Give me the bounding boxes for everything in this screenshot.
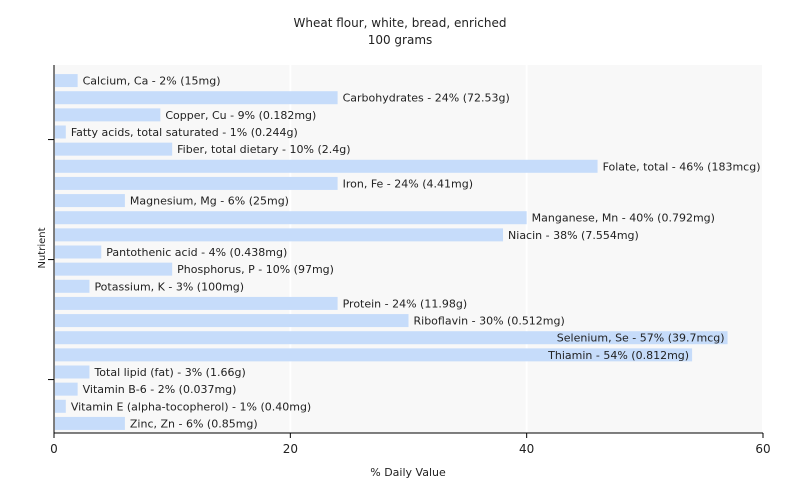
bar	[55, 228, 504, 242]
bar-label: Folate, total - 46% (183mcg)	[603, 160, 761, 173]
bar-label: Niacin - 38% (7.554mg)	[508, 229, 639, 242]
bar	[55, 314, 409, 328]
x-tick-label: 0	[50, 442, 58, 456]
bar	[55, 382, 78, 396]
plot-background	[54, 65, 763, 433]
x-tick-label: 40	[519, 442, 534, 456]
bar-label: Potassium, K - 3% (100mg)	[94, 280, 244, 293]
x-tick-label: 20	[283, 442, 298, 456]
bar-label: Calcium, Ca - 2% (15mg)	[83, 75, 221, 88]
bar	[55, 399, 66, 413]
x-tick-label: 60	[755, 442, 770, 456]
bar-label: Total lipid (fat) - 3% (1.66g)	[93, 366, 245, 379]
bar	[55, 348, 693, 362]
bar	[55, 262, 173, 276]
chart-subtitle: 100 grams	[368, 33, 433, 47]
bar	[55, 331, 728, 345]
chart-title: Wheat flour, white, bread, enriched	[294, 16, 507, 30]
bar	[55, 279, 90, 293]
bar-label: Magnesium, Mg - 6% (25mg)	[130, 195, 289, 208]
bar-label: Zinc, Zn - 6% (0.85mg)	[130, 417, 258, 430]
bar-label: Protein - 24% (11.98g)	[343, 297, 468, 310]
bar-label: Pantothenic acid - 4% (0.438mg)	[106, 246, 287, 259]
bar	[55, 91, 338, 105]
bar-label: Phosphorus, P - 10% (97mg)	[177, 263, 334, 276]
bar-label: Vitamin B-6 - 2% (0.037mg)	[83, 383, 237, 396]
bar	[55, 176, 338, 190]
bar-label: Fatty acids, total saturated - 1% (0.244…	[71, 126, 298, 139]
y-axis-label: Nutrient	[37, 227, 48, 268]
bar-label: Manganese, Mn - 40% (0.792mg)	[532, 212, 715, 225]
bar-label: Fiber, total dietary - 10% (2.4g)	[177, 143, 350, 156]
bar-label: Thiamin - 54% (0.812mg)	[547, 349, 689, 362]
plot-area: Calcium, Ca - 2% (15mg) Carbohydrates - 2…	[48, 65, 771, 456]
bar-label: Selenium, Se - 57% (39.7mcg)	[557, 332, 725, 345]
bar	[55, 245, 102, 259]
bar-label: Carbohydrates - 24% (72.53g)	[343, 92, 510, 105]
bar	[55, 74, 78, 88]
bar	[55, 194, 125, 208]
bar	[55, 159, 598, 173]
bar	[55, 142, 173, 156]
bar	[55, 125, 66, 139]
bar-label: Vitamin E (alpha-tocopherol) - 1% (0.40m…	[71, 400, 311, 413]
bar-label: Iron, Fe - 24% (4.41mg)	[343, 177, 473, 190]
bar	[55, 211, 527, 225]
bar	[55, 108, 161, 122]
bar	[55, 416, 125, 430]
bar-label: Riboflavin - 30% (0.512mg)	[414, 315, 565, 328]
bar	[55, 365, 90, 379]
bar	[55, 296, 338, 310]
bar-label: Copper, Cu - 9% (0.182mg)	[165, 109, 316, 122]
x-axis-label: % Daily Value	[370, 466, 446, 479]
